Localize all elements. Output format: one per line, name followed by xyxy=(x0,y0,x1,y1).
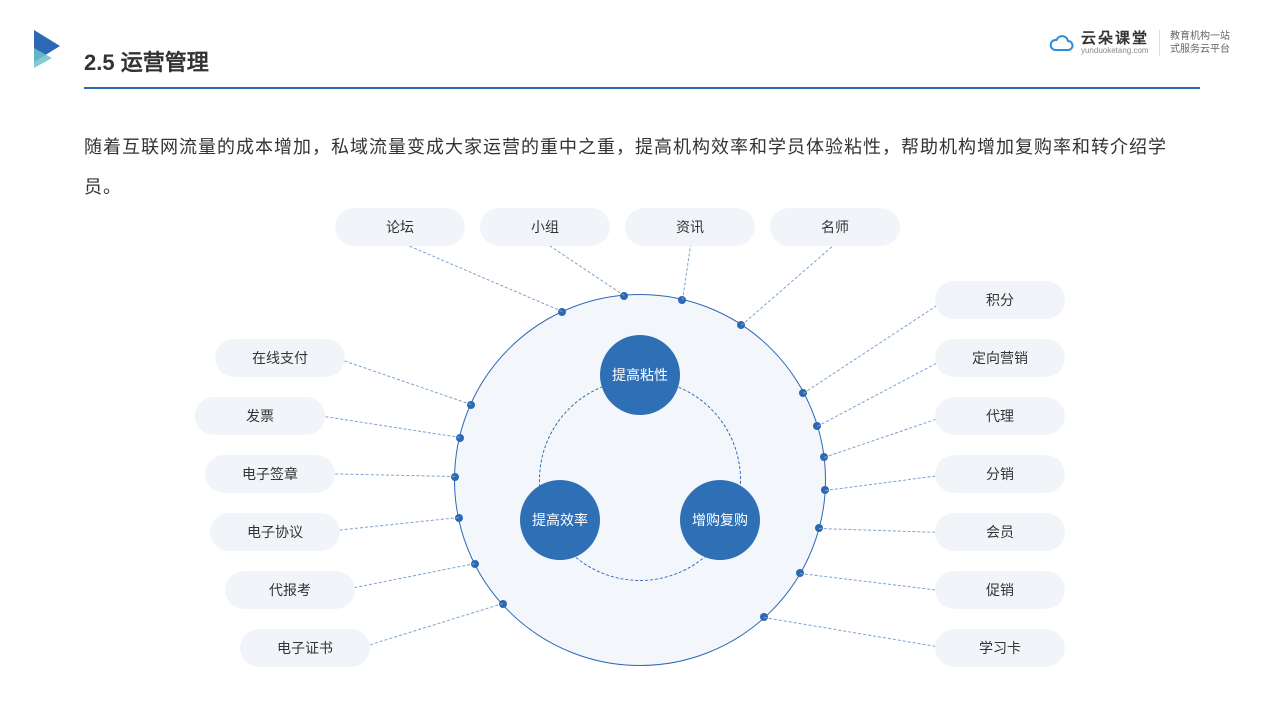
pill-left: 电子签章 xyxy=(205,455,335,493)
connector-line xyxy=(764,617,945,649)
pill-left: 发票 xyxy=(195,397,325,435)
logo-tagline: 教育机构一站 式服务云平台 xyxy=(1170,30,1230,56)
connector-line xyxy=(824,416,946,458)
pill-right: 定向营销 xyxy=(935,339,1065,377)
connector-line xyxy=(682,243,691,300)
connector-line xyxy=(325,473,455,477)
connector-line xyxy=(330,517,459,532)
pill-top: 小组 xyxy=(480,208,610,246)
logo-separator xyxy=(1159,30,1160,56)
header-rule xyxy=(84,87,1200,89)
section-number: 2.5 运营管理 xyxy=(84,50,209,75)
pill-left: 代报考 xyxy=(225,571,355,609)
connector-dot xyxy=(455,514,463,522)
pill-top: 名师 xyxy=(770,208,900,246)
connector-line xyxy=(360,603,503,648)
connector-line xyxy=(335,357,471,405)
pill-right: 代理 xyxy=(935,397,1065,435)
pill-right: 积分 xyxy=(935,281,1065,319)
connector-line xyxy=(817,358,946,427)
hub-node: 提高粘性 xyxy=(600,335,680,415)
connector-line xyxy=(825,474,945,491)
logo-mark: 云朵课堂 yunduoketang.com xyxy=(1049,31,1149,55)
pill-top: 论坛 xyxy=(335,208,465,246)
logo: 云朵课堂 yunduoketang.com 教育机构一站 式服务云平台 xyxy=(1049,30,1230,56)
hub-node: 增购复购 xyxy=(680,480,760,560)
pill-right: 分销 xyxy=(935,455,1065,493)
logo-brand: 云朵课堂 xyxy=(1081,31,1149,46)
pill-left: 在线支付 xyxy=(215,339,345,377)
connector-line xyxy=(315,415,460,438)
pill-right: 学习卡 xyxy=(935,629,1065,667)
corner-arrow-icon xyxy=(30,28,70,73)
connector-line xyxy=(400,242,562,312)
pill-right: 促销 xyxy=(935,571,1065,609)
pill-left: 电子证书 xyxy=(240,629,370,667)
connector-line xyxy=(819,528,945,533)
diagram: 提高粘性提高效率增购复购 论坛小组资讯名师在线支付发票电子签章电子协议代报考电子证… xyxy=(0,200,1280,720)
pill-left: 电子协议 xyxy=(210,513,340,551)
connector-line xyxy=(345,563,475,590)
cloud-icon xyxy=(1049,33,1075,53)
logo-domain: yunduoketang.com xyxy=(1081,47,1149,55)
pill-right: 会员 xyxy=(935,513,1065,551)
hub-node: 提高效率 xyxy=(520,480,600,560)
connector-line xyxy=(800,573,945,591)
connector-line xyxy=(741,243,836,326)
header: 2.5 运营管理 xyxy=(84,45,1200,89)
connector-line xyxy=(803,300,945,394)
pill-top: 资讯 xyxy=(625,208,755,246)
body-text: 随着互联网流量的成本增加，私域流量变成大家运营的重中之重，提高机构效率和学员体验… xyxy=(84,128,1200,207)
connector-line xyxy=(545,242,624,296)
